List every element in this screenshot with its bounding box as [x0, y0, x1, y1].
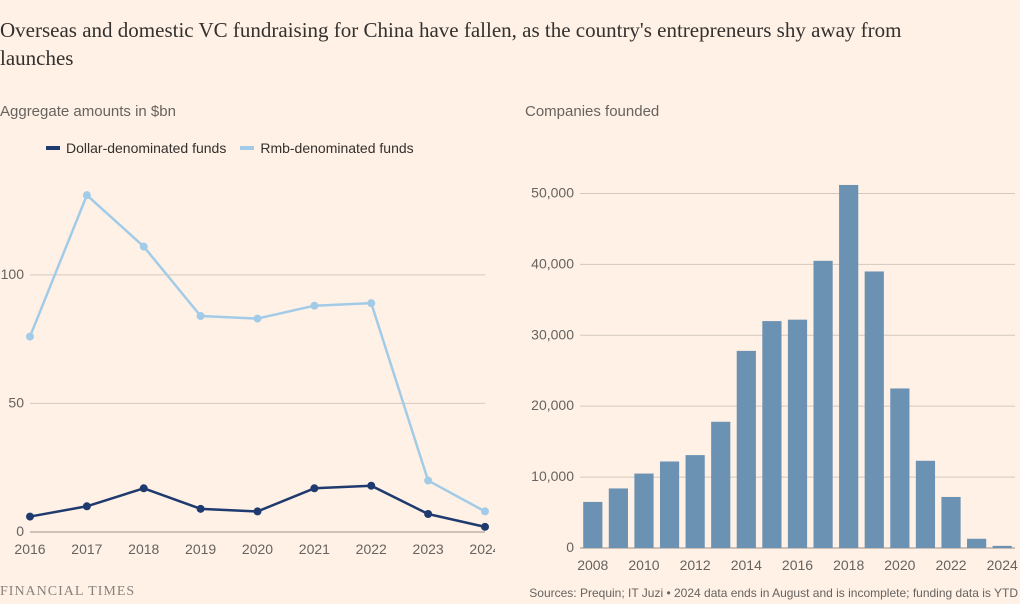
legend-item-dollar: Dollar-denominated funds	[46, 140, 226, 156]
svg-text:2024: 2024	[469, 541, 495, 557]
svg-text:2020: 2020	[242, 541, 273, 557]
svg-text:20,000: 20,000	[531, 397, 574, 413]
svg-text:2020: 2020	[884, 557, 915, 573]
legend-item-rmb: Rmb-denominated funds	[240, 140, 413, 156]
svg-text:2012: 2012	[680, 557, 711, 573]
svg-text:50,000: 50,000	[531, 184, 574, 200]
svg-text:0: 0	[16, 523, 24, 539]
chart-title: Overseas and domestic VC fundraising for…	[0, 0, 980, 81]
svg-text:2010: 2010	[628, 557, 659, 573]
svg-text:2008: 2008	[577, 557, 608, 573]
legend-swatch-rmb	[240, 146, 254, 150]
legend-label-rmb: Rmb-denominated funds	[260, 140, 413, 156]
bar-chart-svg: 0 10,000 20,000 30,000 40,000 50,000 2008 2010 2…	[525, 128, 1020, 578]
svg-text:2022: 2022	[935, 557, 966, 573]
legend-swatch-dollar	[46, 146, 60, 150]
svg-text:2021: 2021	[299, 541, 330, 557]
svg-text:2024: 2024	[987, 557, 1018, 573]
svg-text:2022: 2022	[356, 541, 387, 557]
svg-text:2023: 2023	[413, 541, 444, 557]
ft-logo: FINANCIAL TIMES	[0, 584, 135, 600]
left-chart-subtitle: Aggregate amounts in $bn	[0, 103, 495, 120]
left-chart-panel: Aggregate amounts in $bn Dollar-denomina…	[0, 81, 495, 578]
svg-text:2018: 2018	[128, 541, 159, 557]
svg-text:2016: 2016	[14, 541, 45, 557]
svg-text:100: 100	[1, 266, 25, 282]
svg-text:2016: 2016	[782, 557, 813, 573]
svg-text:40,000: 40,000	[531, 255, 574, 271]
svg-text:30,000: 30,000	[531, 326, 574, 342]
svg-text:50: 50	[8, 394, 24, 410]
svg-text:0: 0	[566, 539, 574, 555]
right-chart-panel: Companies founded 0 10,000 20,000 30,000 40,…	[525, 81, 1020, 578]
svg-text:2018: 2018	[833, 557, 864, 573]
left-chart-legend: Dollar-denominated funds Rmb-denominated…	[46, 140, 495, 156]
svg-text:10,000: 10,000	[531, 468, 574, 484]
legend-label-dollar: Dollar-denominated funds	[66, 140, 226, 156]
right-chart-subtitle: Companies founded	[525, 103, 1020, 120]
svg-text:2014: 2014	[731, 557, 762, 573]
svg-text:2019: 2019	[185, 541, 216, 557]
line-chart-svg: 0 50 100 2016 2017 2018 2019 2020 2021 2022 2023 20…	[0, 162, 495, 562]
svg-text:2017: 2017	[71, 541, 102, 557]
sources-text: Sources: Prequin; IT Juzi • 2024 data en…	[529, 586, 1018, 600]
